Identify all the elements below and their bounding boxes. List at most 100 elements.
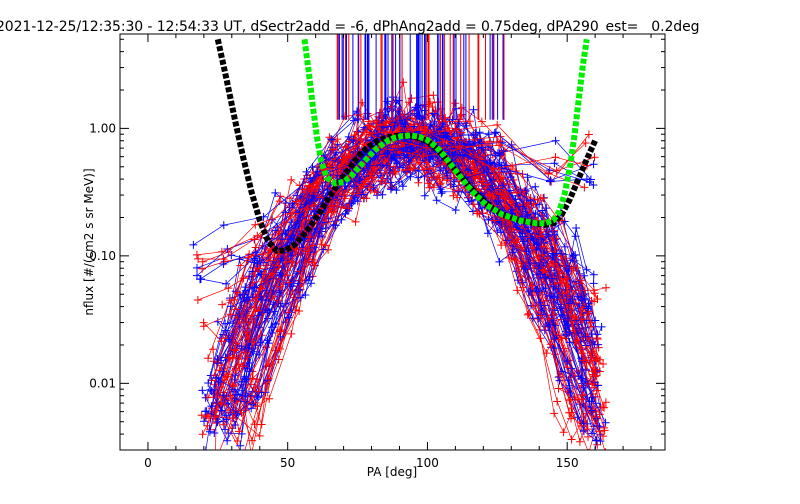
trace-point (204, 379, 213, 387)
trace-point (251, 220, 260, 229)
trace-point (590, 289, 599, 298)
trace-point (549, 259, 558, 268)
trace-point (241, 348, 250, 357)
trace-point (287, 329, 296, 338)
trace-point (299, 194, 307, 203)
trace-point (256, 338, 265, 347)
trace-point (542, 349, 551, 358)
trace-point (355, 175, 364, 184)
trace-point (207, 402, 216, 411)
trace-point (359, 194, 368, 203)
trace-point (598, 403, 607, 411)
trace-point (593, 386, 602, 395)
trace-point (196, 275, 204, 284)
trace-point (469, 105, 478, 114)
trace-point (211, 412, 220, 421)
trace-point (219, 221, 228, 230)
trace-point (588, 393, 597, 402)
trace-point (255, 284, 264, 293)
trace-line (209, 123, 589, 412)
trace-point (584, 130, 593, 139)
trace-point (584, 432, 592, 441)
x-tick-label: 100 (416, 456, 439, 470)
trace-point (350, 131, 359, 139)
trace-point (202, 412, 211, 421)
trace-point (473, 207, 482, 216)
trace-point (217, 383, 226, 392)
trace-point (498, 181, 507, 190)
trace-point (219, 260, 228, 268)
trace-point (546, 340, 555, 349)
trace-point (247, 452, 255, 460)
trace-point (554, 384, 563, 393)
trace-point (467, 196, 476, 205)
trace-point (217, 406, 226, 415)
trace-point (361, 177, 370, 186)
trace-point (507, 254, 516, 263)
trace-point (586, 318, 595, 327)
trace-point (227, 251, 236, 260)
trace-point (344, 204, 353, 213)
trace-point (438, 187, 447, 196)
trace-point (213, 317, 222, 326)
trace-point (251, 248, 260, 257)
trace-point (568, 295, 577, 304)
trace-point (194, 254, 203, 263)
trace-point (211, 458, 219, 466)
trace-point (480, 138, 488, 147)
trace-point (464, 137, 473, 146)
trace-point (329, 145, 338, 154)
trace-point (210, 429, 219, 437)
trace-point (521, 186, 530, 195)
trace-point (344, 132, 353, 141)
trace-point (583, 425, 592, 434)
trace-point (454, 119, 463, 128)
trace-point (541, 273, 550, 282)
trace-point (206, 385, 215, 394)
trace-point (201, 407, 210, 416)
trace-point (508, 248, 517, 257)
trace-point (549, 310, 558, 319)
trace-point (579, 356, 588, 365)
trace-point (362, 130, 371, 139)
trace-point (356, 183, 365, 192)
trace-point (589, 270, 598, 279)
trace-point (420, 191, 429, 200)
x-tick-label: 150 (556, 456, 579, 470)
trace-point (519, 283, 528, 292)
trace-point (513, 276, 522, 285)
trace-point (229, 382, 238, 391)
x-axis-label: PA [deg] (367, 465, 417, 479)
trace-point (271, 226, 280, 235)
trace-point (218, 300, 227, 309)
trace-point (604, 448, 606, 450)
trace-line (228, 136, 593, 435)
trace-point (216, 356, 225, 365)
trace-point (223, 372, 232, 381)
trace-point (369, 183, 378, 192)
trace-point (523, 173, 532, 182)
trace-point (469, 166, 478, 175)
trace-point (400, 120, 409, 129)
trace-point (192, 250, 201, 259)
trace-point (209, 345, 218, 354)
trace-point (581, 332, 590, 341)
trace-point (391, 168, 399, 177)
trace-point (212, 373, 221, 382)
trace-point (231, 366, 240, 374)
trace-point (276, 270, 285, 278)
trace-point (236, 441, 245, 450)
chart-title: 2021-12-25/12:35:30 - 12:54:33 UT, dSect… (0, 19, 700, 35)
trace-point (560, 242, 569, 251)
trace-point (589, 160, 598, 169)
trace-point (550, 292, 559, 301)
trace-point (219, 391, 228, 400)
trace-point (392, 186, 401, 195)
trace-point (327, 135, 336, 144)
trace-point (240, 372, 249, 381)
trace-point (529, 302, 538, 310)
trace-point (222, 415, 231, 424)
trace-point (238, 391, 247, 400)
trace-point (219, 367, 228, 376)
trace-point (308, 241, 317, 250)
